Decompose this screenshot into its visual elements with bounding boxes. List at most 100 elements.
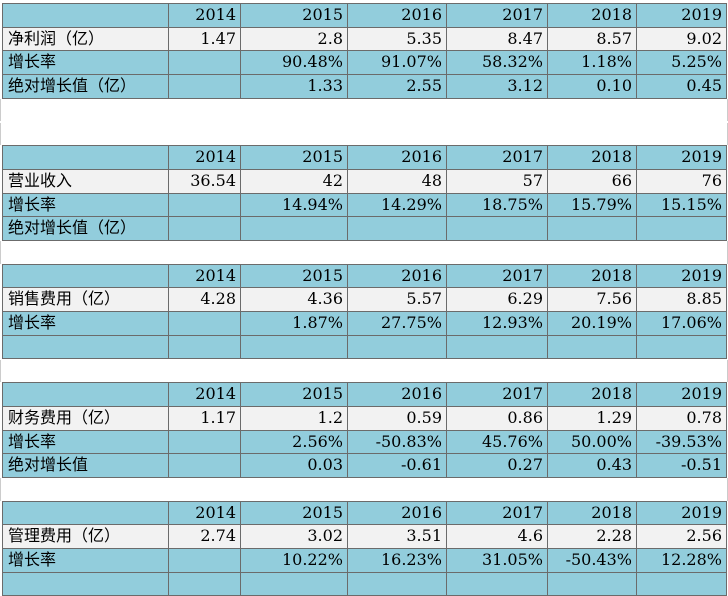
value-cell: 1.29 xyxy=(547,405,637,431)
value-cell: 66 xyxy=(547,168,637,194)
value-cell: 5.25% xyxy=(636,50,727,76)
row-label: 营业收入 xyxy=(2,168,169,194)
year-header: 2019 xyxy=(636,382,727,407)
value-cell xyxy=(547,216,637,241)
value-cell: -50.43% xyxy=(547,548,637,573)
year-header: 2014 xyxy=(168,500,241,526)
value-cell xyxy=(636,216,727,241)
year-header: 2016 xyxy=(347,500,447,526)
value-cell: 4.28 xyxy=(168,287,241,313)
value-cell xyxy=(347,334,447,360)
year-header: 2019 xyxy=(636,500,727,526)
year-header: 2018 xyxy=(547,263,637,289)
value-cell xyxy=(446,571,548,596)
value-cell xyxy=(636,571,727,596)
value-cell: 42 xyxy=(240,168,348,194)
value-cell: 0.59 xyxy=(347,405,447,431)
value-cell: 31.05% xyxy=(446,548,548,573)
value-cell xyxy=(168,311,241,336)
value-cell: 14.29% xyxy=(347,192,447,218)
year-header: 2015 xyxy=(240,3,348,28)
year-header: 2017 xyxy=(446,3,548,28)
value-cell xyxy=(168,50,241,76)
year-header: 2019 xyxy=(636,263,727,289)
value-cell: -39.53% xyxy=(636,429,727,455)
row-label: 销售费用（亿） xyxy=(2,287,169,313)
value-cell: 0.27 xyxy=(446,453,548,478)
value-cell: 2.56% xyxy=(240,429,348,455)
year-header: 2014 xyxy=(168,3,241,28)
header-corner xyxy=(2,263,169,289)
value-cell: 48 xyxy=(347,168,447,194)
value-cell xyxy=(168,192,241,218)
value-cell: 7.56 xyxy=(547,287,637,313)
value-cell xyxy=(240,216,348,241)
value-cell xyxy=(547,571,637,596)
value-cell: -0.61 xyxy=(347,453,447,478)
value-cell xyxy=(168,74,241,99)
row-label: 绝对增长值（亿） xyxy=(2,74,169,99)
value-cell: 36.54 xyxy=(168,168,241,194)
value-cell: 8.57 xyxy=(547,26,637,52)
row-label: 绝对增长值（亿） xyxy=(2,216,169,241)
year-header: 2018 xyxy=(547,382,637,407)
row-label: 财务费用（亿） xyxy=(2,405,169,431)
blank-row xyxy=(0,122,728,146)
value-cell: 90.48% xyxy=(240,50,348,76)
value-cell: 1.2 xyxy=(240,405,348,431)
value-cell xyxy=(168,216,241,241)
value-cell: 5.35 xyxy=(347,26,447,52)
year-header: 2017 xyxy=(446,382,548,407)
value-cell: 91.07% xyxy=(347,50,447,76)
row-label: 增长率 xyxy=(2,548,169,573)
year-header: 2014 xyxy=(168,382,241,407)
value-cell xyxy=(240,571,348,596)
value-cell xyxy=(446,216,548,241)
value-cell: 8.85 xyxy=(636,287,727,313)
value-cell: 1.87% xyxy=(240,311,348,336)
value-cell: 0.43 xyxy=(547,453,637,478)
value-cell: 20.19% xyxy=(547,311,637,336)
value-cell xyxy=(347,216,447,241)
value-cell: 4.36 xyxy=(240,287,348,313)
value-cell: 50.00% xyxy=(547,429,637,455)
blank-row xyxy=(0,478,728,501)
value-cell: -0.51 xyxy=(636,453,727,478)
value-cell: 57 xyxy=(446,168,548,194)
value-cell: 0.78 xyxy=(636,405,727,431)
value-cell: 5.57 xyxy=(347,287,447,313)
value-cell: 12.28% xyxy=(636,548,727,573)
value-cell: 1.47 xyxy=(168,26,241,52)
row-label xyxy=(2,571,169,596)
value-cell: 2.55 xyxy=(347,74,447,99)
year-header: 2016 xyxy=(347,145,447,170)
value-cell: 2.28 xyxy=(547,524,637,550)
value-cell: 2.74 xyxy=(168,524,241,550)
value-cell: 15.15% xyxy=(636,192,727,218)
blank-row xyxy=(0,98,728,122)
value-cell: -50.83% xyxy=(347,429,447,455)
year-header: 2015 xyxy=(240,382,348,407)
row-label: 增长率 xyxy=(2,429,169,455)
year-header: 2017 xyxy=(446,500,548,526)
row-label: 管理费用（亿） xyxy=(2,524,169,550)
year-header: 2015 xyxy=(240,500,348,526)
year-header: 2019 xyxy=(636,145,727,170)
value-cell: 2.56 xyxy=(636,524,727,550)
value-cell xyxy=(168,548,241,573)
year-header: 2018 xyxy=(547,500,637,526)
value-cell: 0.45 xyxy=(636,74,727,99)
value-cell: 3.12 xyxy=(446,74,548,99)
value-cell: 17.06% xyxy=(636,311,727,336)
value-cell: 6.29 xyxy=(446,287,548,313)
year-header: 2018 xyxy=(547,3,637,28)
value-cell xyxy=(347,571,447,596)
value-cell xyxy=(168,429,241,455)
value-cell xyxy=(636,334,727,360)
value-cell: 3.51 xyxy=(347,524,447,550)
value-cell: 76 xyxy=(636,168,727,194)
value-cell: 4.6 xyxy=(446,524,548,550)
header-corner xyxy=(2,3,169,28)
